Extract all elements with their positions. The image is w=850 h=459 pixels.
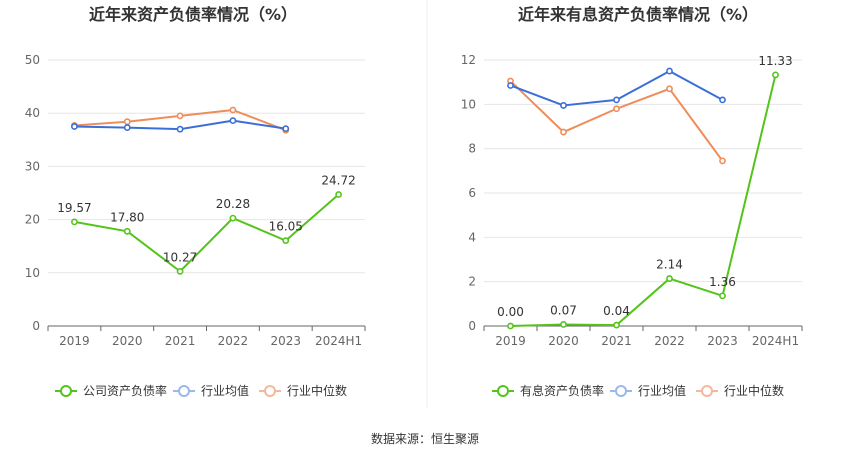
data-point <box>666 67 673 75</box>
x-tick-label: 2019 <box>495 334 526 348</box>
data-point <box>176 267 184 275</box>
y-tick-label: 12 <box>461 53 476 67</box>
legend-label: 行业均值 <box>638 383 686 398</box>
x-tick-label: 2019 <box>59 334 90 348</box>
legend-item: 公司资产负债率 <box>55 383 167 398</box>
legend-label: 公司资产负债率 <box>83 383 167 398</box>
data-point <box>719 157 726 165</box>
y-tick-label: 30 <box>25 159 40 173</box>
chart-panel-2: 近年来有息资产负债率情况（%） 0 2 4 6 8 10 12 2019 2020 2021 2022… <box>461 5 803 398</box>
data-label: 10.27 <box>163 250 197 264</box>
y-tick-label: 10 <box>461 97 476 111</box>
data-point <box>123 124 131 131</box>
x-tick-label: 2023 <box>270 334 301 348</box>
data-label: 0.00 <box>497 305 524 319</box>
legend-item: 行业中位数 <box>696 383 784 398</box>
data-label: 2.14 <box>656 258 683 272</box>
x-tick-label: 2022 <box>654 334 685 348</box>
x-tick-label: 2020 <box>112 334 143 348</box>
legend-swatch-marker <box>615 385 627 397</box>
legend-item: 行业中位数 <box>259 383 347 398</box>
legend-swatch-marker <box>60 385 72 397</box>
data-point <box>282 237 290 245</box>
data-point <box>772 71 779 79</box>
legend-swatch-marker <box>178 385 190 397</box>
data-source-footer: 数据来源：恒生聚源 <box>370 432 479 446</box>
data-point <box>560 128 567 136</box>
data-point <box>176 125 184 133</box>
data-point <box>507 82 514 89</box>
legend-swatch-marker <box>497 385 509 397</box>
data-label: 17.80 <box>110 210 144 224</box>
legend-label: 行业中位数 <box>724 383 784 398</box>
y-tick-label: 40 <box>25 106 40 120</box>
y-tick-label: 8 <box>468 142 476 156</box>
data-label: 16.05 <box>269 220 303 234</box>
x-tick-label: 2020 <box>548 334 579 348</box>
data-point <box>613 321 620 329</box>
y-tick-label: 20 <box>25 213 40 227</box>
data-point <box>229 106 237 114</box>
data-point <box>560 321 567 328</box>
legend-label: 有息资产负债率 <box>520 383 604 398</box>
data-point <box>123 227 131 235</box>
chart-title: 近年来有息资产负债率情况（%） <box>518 5 758 24</box>
series-industry-mean <box>507 67 726 109</box>
series-industry-mean <box>71 117 290 133</box>
legend-item: 行业均值 <box>173 383 249 398</box>
data-point <box>229 214 237 222</box>
series-industry-median <box>507 77 726 165</box>
data-label: 24.72 <box>321 173 355 187</box>
y-tick-label: 6 <box>468 186 476 200</box>
data-point <box>123 118 131 126</box>
data-point <box>719 292 726 300</box>
x-tick-label: 2024H1 <box>315 334 362 348</box>
data-point <box>71 123 78 130</box>
data-label: 1.36 <box>709 275 736 289</box>
y-tick-label: 4 <box>468 230 476 244</box>
legend-item: 行业均值 <box>610 383 686 398</box>
chart-title: 近年来资产负债率情况（%） <box>89 5 297 24</box>
data-point <box>666 275 673 282</box>
data-point <box>613 105 620 113</box>
x-tick-label: 2022 <box>218 334 249 348</box>
data-label: 19.57 <box>57 201 91 215</box>
series-company: 0.00 0.07 0.04 2.14 1.36 11.33 <box>497 54 793 330</box>
x-tick-label: 2023 <box>707 334 738 348</box>
y-tick-label: 2 <box>468 275 476 289</box>
x-tick-label: 2021 <box>601 334 632 348</box>
data-label: 11.33 <box>758 54 792 68</box>
series-company: 19.57 17.80 10.27 20.28 16.05 24.72 <box>57 173 356 275</box>
data-point <box>613 96 620 104</box>
x-tick-label: 2021 <box>165 334 196 348</box>
series-line <box>510 74 777 327</box>
legend-label: 行业均值 <box>201 383 249 398</box>
data-point <box>176 112 184 120</box>
legend: 公司资产负债率 行业均值 行业中位数 <box>55 383 347 398</box>
data-label: 0.04 <box>603 304 630 318</box>
data-point <box>335 191 342 198</box>
data-point <box>719 96 726 104</box>
y-tick-label: 10 <box>25 266 40 280</box>
legend-swatch-marker <box>264 385 276 397</box>
y-tick-label: 0 <box>468 319 476 333</box>
data-label: 0.07 <box>550 303 577 317</box>
x-tick-label: 2024H1 <box>752 334 799 348</box>
legend: 有息资产负债率 行业均值 行业中位数 <box>492 383 784 398</box>
data-point <box>282 125 290 133</box>
legend-item: 有息资产负债率 <box>492 383 604 398</box>
data-point <box>507 322 514 330</box>
y-tick-label: 0 <box>32 319 40 333</box>
data-point <box>666 85 673 93</box>
series-line <box>74 193 340 273</box>
data-point <box>560 102 567 109</box>
legend-swatch-marker <box>701 385 713 397</box>
data-point <box>71 218 78 226</box>
legend-label: 行业中位数 <box>287 383 347 398</box>
y-tick-label: 50 <box>25 53 40 67</box>
data-label: 20.28 <box>216 197 250 211</box>
data-point <box>229 117 237 125</box>
chart-panel-1: 近年来资产负债率情况（%） 0 10 20 30 40 50 2019 2020 2021 2022… <box>25 5 366 398</box>
